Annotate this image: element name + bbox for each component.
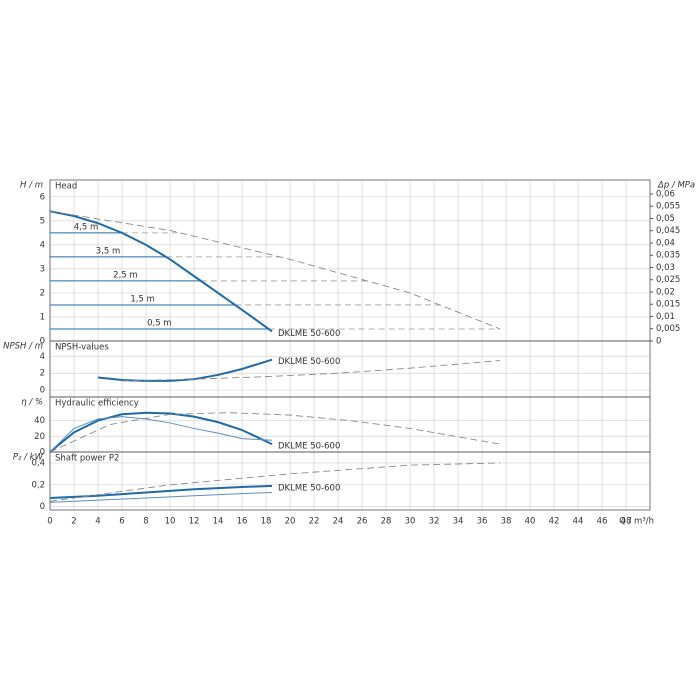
y2-tick-label: 0,045 — [656, 226, 680, 236]
panel-title: Shaft power P2 — [55, 454, 119, 464]
setpoint-label: 4,5 m — [74, 222, 99, 232]
y2-tick-label: 0,05 — [656, 214, 675, 224]
y-tick-label: 6 — [40, 192, 45, 202]
x-tick-label: 24 — [333, 517, 344, 527]
panel-frame — [49, 451, 651, 511]
x-tick-label: 16 — [237, 517, 248, 527]
y2-tick-label: 0,06 — [656, 189, 675, 199]
y-tick-label: 0,4 — [31, 458, 45, 468]
y2-tick-label: 0,015 — [656, 300, 680, 310]
y-tick-label: 0,2 — [31, 480, 45, 490]
x-tick-label: 38 — [501, 517, 512, 527]
x-axis-label: Q / m³/h — [619, 517, 654, 527]
panel-title: Head — [55, 182, 77, 192]
x-tick-label: 12 — [189, 517, 200, 527]
curve-label: DKLME 50-600 — [278, 483, 340, 493]
panel-frame — [49, 340, 651, 398]
x-tick-label: 30 — [405, 517, 416, 527]
curve — [49, 462, 501, 502]
y2-tick-label: 0 — [656, 337, 661, 347]
y2-tick-label: 0,035 — [656, 251, 680, 261]
y2-tick-label: 0,02 — [656, 287, 675, 297]
x-tick-label: 14 — [213, 517, 224, 527]
curve-label: DKLME 50-600 — [278, 442, 340, 452]
x-tick-label: 36 — [477, 517, 488, 527]
y-tick-label: 4 — [40, 352, 45, 362]
x-tick-label: 18 — [261, 517, 272, 527]
y-tick-label: 2 — [40, 288, 45, 298]
y-tick-label: 5 — [40, 216, 45, 226]
x-tick-label: 48 — [621, 517, 632, 527]
x-tick-label: 44 — [573, 517, 584, 527]
y2-tick-label: 0,025 — [656, 275, 680, 285]
x-tick-label: 4 — [95, 517, 100, 527]
x-tick-label: 8 — [143, 517, 148, 527]
y-axis-label: H / m — [20, 181, 43, 191]
y-tick-label: 40 — [34, 416, 45, 426]
y2-tick-label: 0,04 — [656, 238, 675, 248]
y-tick-label: 0 — [40, 386, 45, 396]
curve — [49, 411, 273, 453]
panel-title: NPSH-values — [55, 343, 109, 353]
y2-tick-label: 0,055 — [656, 202, 680, 212]
y2-axis-label: Δp / MPa — [657, 181, 695, 191]
y-tick-label: 2 — [40, 369, 45, 379]
setpoint-label: 2,5 m — [113, 270, 138, 280]
y-tick-label: 0 — [40, 337, 45, 347]
x-tick-label: 6 — [119, 517, 124, 527]
x-tick-label: 28 — [381, 517, 392, 527]
curve — [121, 360, 501, 382]
x-tick-label: 20 — [285, 517, 296, 527]
curve-label: DKLME 50-600 — [278, 329, 340, 339]
y-axis-label: NPSH / m — [3, 342, 43, 352]
x-tick-label: 40 — [525, 517, 536, 527]
y-tick-label: 20 — [34, 432, 45, 442]
x-tick-label: 22 — [309, 517, 320, 527]
y-axis-label: P₂ / kW — [13, 453, 44, 463]
x-tick-label: 2 — [71, 517, 76, 527]
curve — [49, 416, 273, 453]
y-axis-label: η / % — [21, 398, 43, 408]
x-tick-label: 32 — [429, 517, 440, 527]
setpoint-label: 1,5 m — [130, 294, 155, 304]
setpoint-label: 3,5 m — [96, 246, 121, 256]
y-tick-label: 0 — [40, 448, 45, 458]
y2-tick-label: 0,005 — [656, 324, 680, 334]
panel-title: Hydraulic efficiency — [55, 399, 139, 409]
y-tick-label: 4 — [40, 240, 45, 250]
x-tick-label: 34 — [453, 517, 464, 527]
curve — [49, 484, 273, 499]
curve — [49, 412, 501, 453]
x-tick-label: 42 — [549, 517, 560, 527]
x-tick-label: 26 — [357, 517, 368, 527]
y2-tick-label: 0,03 — [656, 263, 675, 273]
curve — [49, 210, 501, 330]
x-tick-label: 0 — [47, 517, 52, 527]
curve-label: DKLME 50-600 — [278, 357, 340, 367]
x-tick-label: 46 — [597, 517, 608, 527]
setpoint-label: 0,5 m — [147, 318, 172, 328]
panel-frame — [49, 396, 651, 453]
y2-tick-label: 0,01 — [656, 312, 675, 322]
curve — [97, 358, 273, 382]
curve — [49, 491, 273, 503]
y-tick-label: 3 — [40, 264, 45, 274]
y-tick-label: 1 — [40, 312, 45, 322]
curve — [49, 210, 273, 333]
x-tick-label: 10 — [165, 517, 176, 527]
y-tick-label: 0 — [40, 502, 45, 512]
